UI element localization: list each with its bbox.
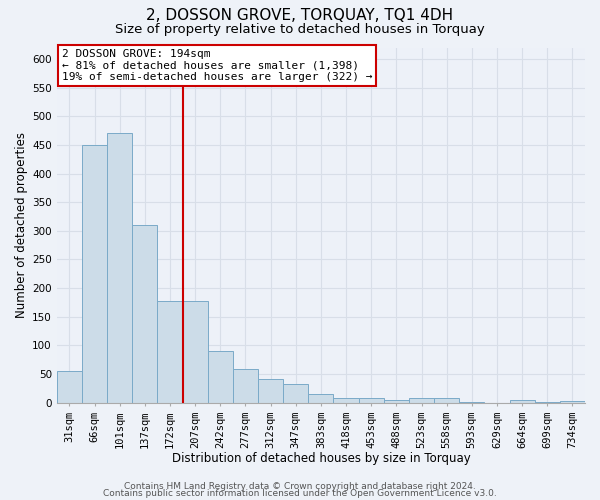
Bar (434, 398, 459, 402)
Bar (107, 134, 132, 402)
X-axis label: Distribution of detached houses by size in Torquay: Distribution of detached houses by size … (172, 452, 470, 465)
Bar (509, 400, 535, 402)
Bar (560, 401, 585, 402)
Text: Size of property relative to detached houses in Torquay: Size of property relative to detached ho… (115, 22, 485, 36)
Y-axis label: Number of detached properties: Number of detached properties (15, 132, 28, 318)
Bar (384, 400, 409, 402)
Bar (283, 384, 308, 402)
Bar (132, 225, 157, 402)
Text: Contains public sector information licensed under the Open Government Licence v3: Contains public sector information licen… (103, 490, 497, 498)
Text: 2, DOSSON GROVE, TORQUAY, TQ1 4DH: 2, DOSSON GROVE, TORQUAY, TQ1 4DH (146, 8, 454, 22)
Bar (334, 398, 359, 402)
Bar (157, 300, 182, 402)
Bar (233, 370, 258, 402)
Bar (182, 300, 208, 402)
Text: 2 DOSSON GROVE: 194sqm
← 81% of detached houses are smaller (1,398)
19% of semi-: 2 DOSSON GROVE: 194sqm ← 81% of detached… (62, 50, 373, 82)
Text: Contains HM Land Registry data © Crown copyright and database right 2024.: Contains HM Land Registry data © Crown c… (124, 482, 476, 491)
Bar (308, 394, 334, 402)
Bar (208, 351, 233, 403)
Bar (57, 371, 82, 402)
Bar (409, 398, 434, 402)
Bar (82, 145, 107, 403)
Bar (359, 398, 384, 402)
Bar (258, 378, 283, 402)
